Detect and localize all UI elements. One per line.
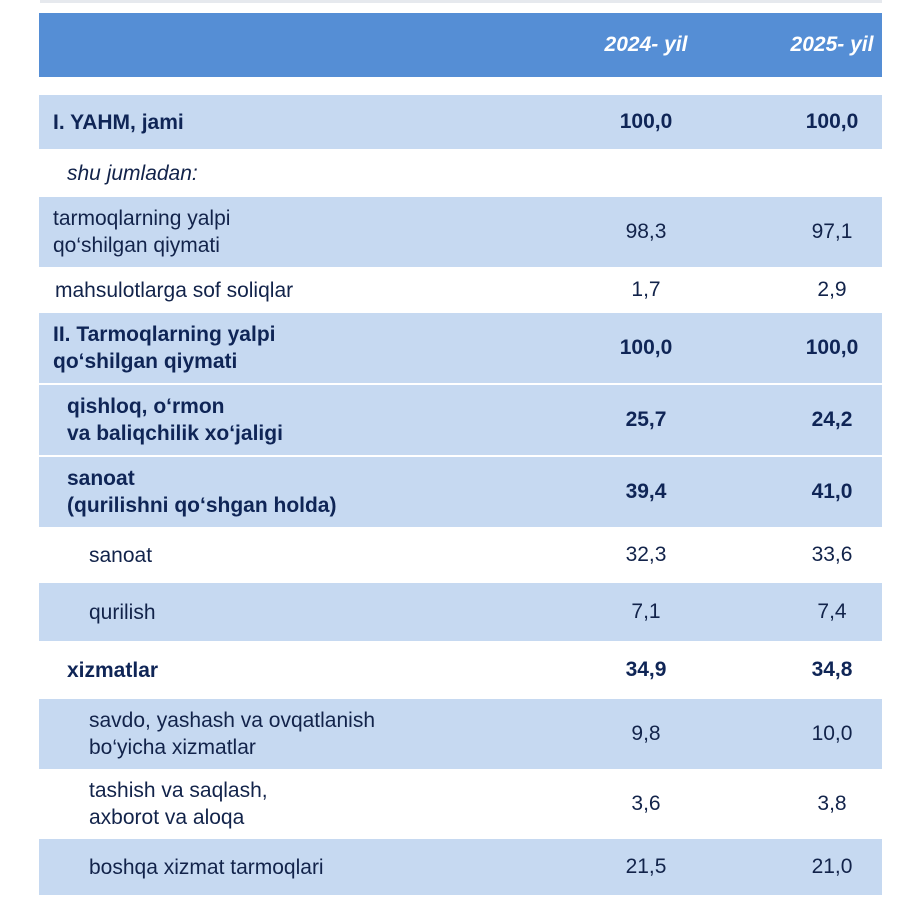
table-row-sectors-total: II. Tarmoqlarning yalpi qo‘shilgan qiyma… (39, 313, 882, 383)
top-divider (40, 0, 882, 3)
row-label: xizmatlar (67, 658, 159, 682)
table-row-services: xizmatlar 34,9 34,8 (39, 641, 882, 699)
row-label: boshqa xizmat tarmoqlari (89, 855, 324, 879)
table-row-industry: sanoat 32,3 33,6 (39, 527, 882, 583)
table-row-gdp-total: I. YAHM, jami 100,0 100,0 (39, 95, 882, 149)
row-label: II. Tarmoqlarning yalpi qo‘shilgan qiyma… (53, 323, 276, 373)
value-2025: 10,0 (811, 722, 853, 745)
table-row-trade-accommodation: savdo, yashash va ovqatlanish bo‘yicha x… (39, 699, 882, 769)
table-row-construction: qurilish 7,1 7,4 (39, 583, 882, 641)
value-2024: 100,0 (619, 110, 673, 133)
value-2024: 7,1 (631, 600, 661, 623)
gdp-structure-table: 2024- yil 2025- yil I. YAHM, jami 100,0 … (39, 13, 882, 895)
value-2025: 21,0 (811, 855, 853, 878)
value-2025: 100,0 (805, 110, 859, 133)
value-2024: 39,4 (625, 480, 667, 503)
value-2024: 25,7 (625, 408, 667, 431)
table-row-net-taxes: mahsulotlarga sof soliqlar 1,7 2,9 (39, 267, 882, 313)
row-label: sanoat (qurilishni qo‘shgan holda) (67, 467, 337, 517)
row-label: tashish va saqlash, axborot va aloqa (89, 779, 268, 829)
table-row-industry-incl-construction: sanoat (qurilishni qo‘shgan holda) 39,4 … (39, 455, 882, 527)
value-2025: 97,1 (811, 220, 853, 243)
row-label: savdo, yashash va ovqatlanish bo‘yicha x… (89, 709, 376, 759)
value-2024: 3,6 (631, 792, 661, 815)
value-2024: 100,0 (619, 336, 673, 359)
value-2025: 33,6 (811, 543, 853, 566)
value-2024: 21,5 (625, 855, 667, 878)
table-row-gross-value-added: tarmoqlarning yalpi qo‘shilgan qiymati 9… (39, 197, 882, 267)
value-2024: 32,3 (625, 543, 667, 566)
header-2025: 2025- yil (790, 33, 874, 56)
value-2024: 34,9 (625, 658, 667, 681)
value-2025: 2,9 (817, 278, 847, 301)
row-label: qishloq, o‘rmon va baliqchilik xo‘jaligi (67, 395, 283, 445)
value-2025: 34,8 (811, 658, 853, 681)
row-label: I. YAHM, jami (53, 110, 184, 134)
value-2024: 9,8 (631, 722, 661, 745)
row-label: tarmoqlarning yalpi qo‘shilgan qiymati (53, 207, 231, 257)
value-2025: 7,4 (817, 600, 847, 623)
header-2024: 2024- yil (604, 33, 688, 56)
table-header: 2024- yil 2025- yil (39, 13, 882, 77)
table-row-other-services: boshqa xizmat tarmoqlari 21,5 21,0 (39, 839, 882, 895)
table-row-including: shu jumladan: (39, 149, 882, 197)
row-label: qurilish (89, 600, 156, 624)
value-2025: 24,2 (811, 408, 853, 431)
row-label: mahsulotlarga sof soliqlar (55, 278, 294, 302)
value-2024: 1,7 (631, 278, 661, 301)
value-2024: 98,3 (625, 220, 667, 243)
row-label: shu jumladan: (67, 161, 198, 185)
value-2025: 41,0 (811, 480, 853, 503)
value-2025: 100,0 (805, 336, 859, 359)
value-2025: 3,8 (817, 792, 847, 815)
table-row-transport-communication: tashish va saqlash, axborot va aloqa 3,6… (39, 769, 882, 839)
table-row-agriculture: qishloq, o‘rmon va baliqchilik xo‘jaligi… (39, 383, 882, 455)
row-label: sanoat (89, 543, 153, 567)
